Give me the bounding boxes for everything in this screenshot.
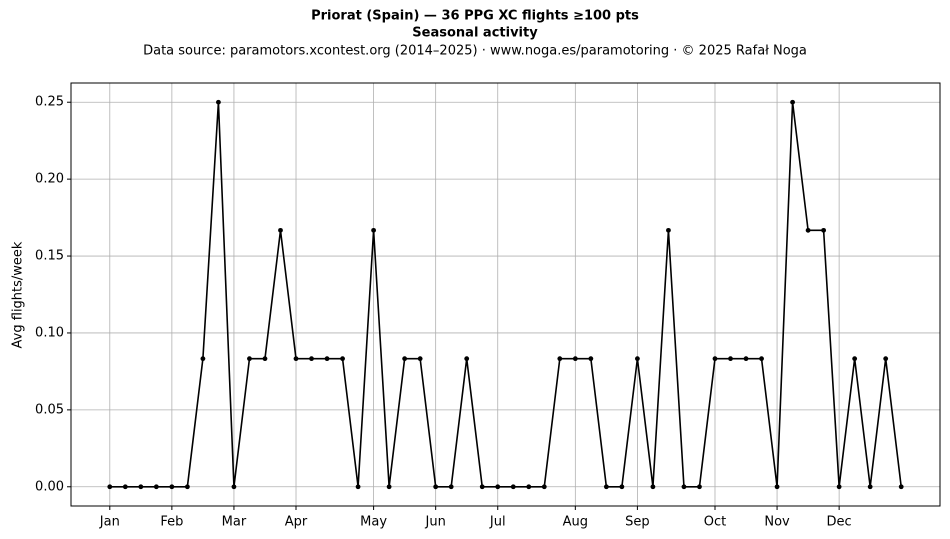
point (122, 484, 128, 490)
x-tick-label: Jun (425, 515, 446, 530)
x-tick-label: Oct (704, 515, 726, 530)
point (355, 484, 361, 490)
point (231, 484, 237, 490)
point (666, 227, 671, 233)
point (774, 484, 780, 490)
y-tick-label: 0.15 (35, 249, 64, 264)
point (200, 356, 206, 362)
point (386, 484, 392, 490)
point (712, 356, 718, 362)
point (821, 227, 827, 233)
x-tick-label: Apr (285, 515, 308, 530)
chart-title: Priorat (Spain) — 36 PPG XC flights ≥100… (311, 9, 639, 24)
point (278, 227, 283, 233)
point (867, 484, 873, 490)
y-tick-label: 0.00 (35, 479, 64, 494)
line (109, 102, 902, 488)
y-tick-label: 0.25 (35, 95, 64, 110)
point (417, 356, 423, 362)
x-tick-label: Aug (563, 515, 588, 530)
y-tick-label: 0.10 (35, 325, 64, 340)
point (619, 484, 625, 490)
point (883, 356, 889, 362)
point (464, 356, 470, 362)
point (495, 484, 501, 490)
point (681, 484, 687, 490)
x-tick-label: Mar (222, 515, 247, 530)
chart-source: Data source: paramotors.xcontest.org (20… (143, 44, 807, 59)
x-tick-label: May (360, 515, 387, 530)
point (572, 356, 578, 362)
point (138, 484, 144, 490)
point (635, 356, 640, 362)
chart-subtitle: Seasonal activity (412, 26, 538, 41)
x-tick-label: Dec (827, 515, 852, 530)
point (588, 356, 594, 362)
point (852, 356, 858, 362)
point (169, 484, 175, 490)
point (510, 484, 516, 490)
point (650, 484, 656, 490)
x-tick-label: Sep (625, 515, 650, 530)
x-tick-label: Jan (99, 515, 120, 530)
point (402, 356, 408, 362)
point (448, 484, 454, 490)
point (603, 484, 609, 490)
point (805, 227, 811, 233)
point (790, 99, 795, 105)
point (526, 484, 532, 490)
point (898, 484, 904, 490)
point (371, 227, 376, 233)
point (836, 484, 842, 490)
point (324, 356, 330, 362)
point (216, 99, 221, 105)
plot-frame (70, 82, 941, 507)
point (293, 356, 299, 362)
y-tick-label: 0.05 (35, 402, 64, 417)
point (541, 484, 547, 490)
point (743, 356, 749, 362)
point (247, 356, 252, 362)
x-tick-label: Feb (160, 515, 183, 530)
x-tick-label: Nov (764, 515, 790, 530)
point (697, 484, 702, 490)
y-axis-label: Avg flights/week (11, 241, 26, 348)
point (728, 356, 733, 362)
x-tick-label: Jul (489, 515, 506, 530)
point (759, 356, 764, 362)
point (433, 484, 439, 490)
point (340, 356, 345, 362)
point (153, 484, 159, 490)
point (557, 356, 563, 362)
point (479, 484, 485, 490)
point (309, 356, 314, 362)
point (184, 484, 190, 490)
y-tick-label: 0.20 (35, 172, 64, 187)
point (107, 484, 113, 490)
point (262, 356, 268, 362)
